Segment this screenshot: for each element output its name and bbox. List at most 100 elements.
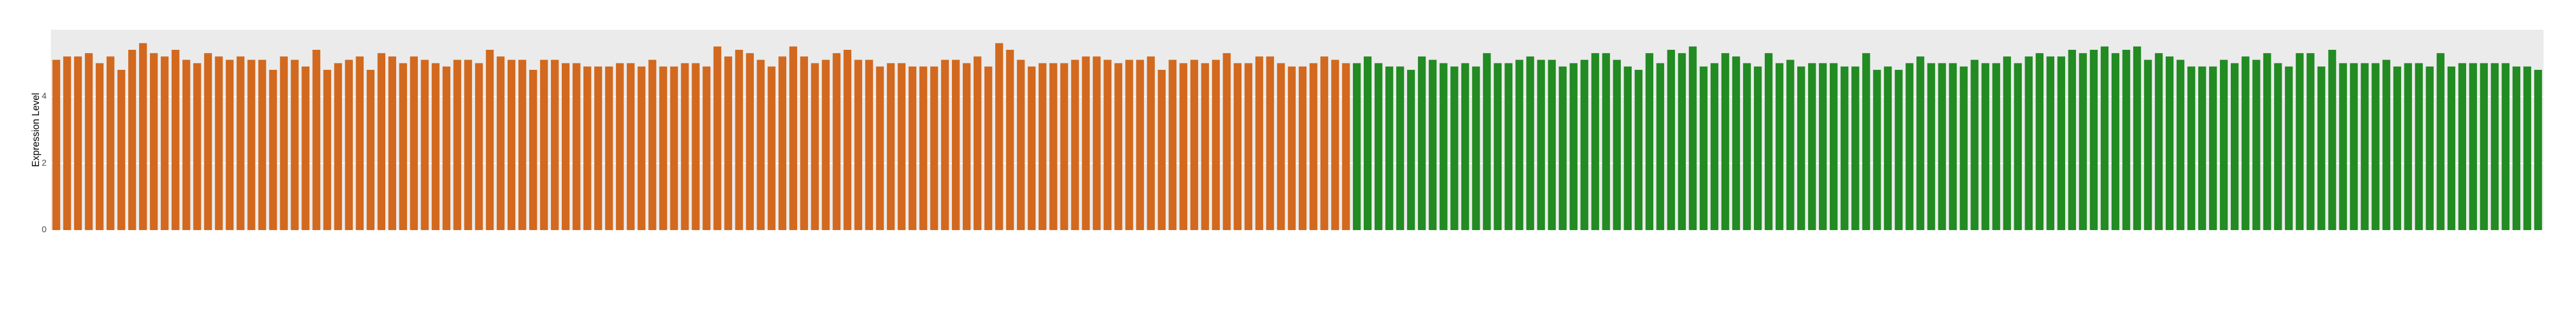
bar (713, 46, 721, 230)
bar (1440, 63, 1448, 231)
bar (919, 66, 928, 230)
bar (832, 53, 841, 231)
bar (410, 56, 418, 230)
bar (1212, 60, 1220, 230)
bar (1006, 50, 1014, 230)
bar (2154, 53, 2163, 231)
bar (1093, 56, 1101, 230)
bar (2187, 66, 2196, 230)
bar (1992, 63, 2000, 231)
bar (1819, 63, 1827, 231)
bar (670, 66, 678, 230)
bar (345, 60, 353, 230)
bar (2371, 63, 2380, 231)
bar (485, 50, 494, 230)
bar (1266, 56, 1274, 230)
bar (1775, 63, 1784, 231)
bar (951, 60, 960, 230)
bar (1526, 56, 1534, 230)
bar (1743, 63, 1751, 231)
bar (2436, 53, 2444, 231)
bar (1960, 66, 1968, 230)
bar (1841, 66, 1849, 230)
bar (1287, 66, 1296, 230)
bar (562, 63, 570, 231)
bar (63, 56, 71, 230)
bar (2447, 66, 2455, 230)
bar (1374, 63, 1383, 231)
bar (518, 60, 527, 230)
bar (2252, 60, 2260, 230)
bar (551, 60, 559, 230)
bar (2198, 66, 2206, 230)
bar (2512, 66, 2521, 230)
bar (475, 63, 483, 231)
bar (1645, 53, 1654, 231)
bar (659, 66, 667, 230)
bar (215, 56, 223, 230)
bar (2490, 63, 2499, 231)
bar (2458, 63, 2467, 231)
bar (681, 63, 689, 231)
bar (1916, 56, 1924, 230)
bar (1504, 63, 1513, 231)
bar (1970, 60, 1979, 230)
bar (1396, 66, 1404, 230)
bar (1624, 66, 1632, 230)
bar (2350, 63, 2358, 231)
bar (2220, 60, 2228, 230)
bar (702, 66, 711, 230)
bar (746, 53, 754, 231)
bar (1461, 63, 1469, 231)
bar (1895, 70, 1903, 230)
bar (2404, 63, 2412, 231)
bar (1277, 63, 1285, 231)
bar (2480, 63, 2488, 231)
bar (1884, 66, 1892, 230)
bar (1699, 66, 1708, 230)
bar (464, 60, 472, 230)
bar (2046, 56, 2055, 230)
bar (377, 53, 386, 231)
bar (1602, 53, 1610, 231)
bar (1591, 53, 1599, 231)
bar (1721, 53, 1730, 231)
bar (1244, 63, 1253, 231)
bar (52, 60, 61, 230)
bar (1385, 66, 1394, 230)
bar (204, 53, 212, 231)
y-tick-label: 4 (42, 92, 47, 101)
bar (897, 63, 906, 231)
bar (1103, 60, 1112, 230)
bar (2426, 66, 2434, 230)
bar (356, 56, 364, 230)
bar (2165, 56, 2174, 230)
bar (2263, 53, 2271, 231)
bar (2014, 63, 2022, 231)
bar (1559, 66, 1567, 230)
bar (648, 60, 656, 230)
bar (692, 63, 700, 231)
bar (226, 60, 234, 230)
bar (1580, 60, 1588, 230)
bar (2328, 50, 2336, 230)
bar (1851, 66, 1859, 230)
bar (2035, 53, 2043, 231)
bar (2209, 66, 2217, 230)
bar (529, 70, 537, 230)
bar (388, 56, 397, 230)
bar (1905, 63, 1914, 231)
bar (778, 56, 786, 230)
bar (1688, 46, 1697, 230)
bar (1255, 56, 1264, 230)
bar (258, 60, 266, 230)
bar (767, 66, 776, 230)
bar (1667, 50, 1675, 230)
bar (2296, 53, 2304, 231)
bar (1472, 66, 1480, 230)
bar (1494, 63, 1502, 231)
bar (496, 56, 505, 230)
bar (2176, 60, 2185, 230)
bar (2361, 63, 2369, 231)
bar (1320, 56, 1329, 230)
